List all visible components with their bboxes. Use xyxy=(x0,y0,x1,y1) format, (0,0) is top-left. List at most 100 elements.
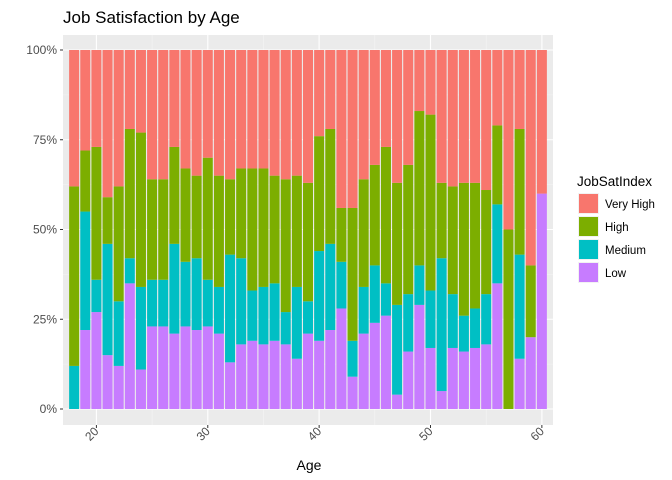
bar-segment xyxy=(113,301,124,366)
bar-segment xyxy=(336,50,347,208)
bar-segment xyxy=(425,347,436,409)
bar-segment xyxy=(158,50,169,180)
bar-segment xyxy=(525,50,536,266)
bar-segment xyxy=(113,50,124,187)
bar-segment xyxy=(213,333,224,409)
bar-segment xyxy=(202,157,213,280)
bar-segment xyxy=(147,50,158,180)
x-axis-title: Age xyxy=(297,457,322,473)
x-tick-label: 50 xyxy=(416,424,436,444)
bar-segment xyxy=(302,333,314,409)
bar-segment xyxy=(280,344,291,409)
bar-segment xyxy=(369,50,380,165)
bar-segment xyxy=(336,207,347,262)
bar-segment xyxy=(280,179,291,313)
bar-segment xyxy=(247,168,258,291)
bar-segment xyxy=(80,330,91,409)
bar-segment xyxy=(325,330,336,409)
bar-segment xyxy=(158,279,169,327)
bar-segment xyxy=(169,50,180,147)
bar-segment xyxy=(169,333,180,409)
x-axis: 20 30 40 50 60 xyxy=(82,424,547,444)
bar-segment xyxy=(314,251,325,341)
bar-segment xyxy=(514,254,525,359)
bar-segment xyxy=(436,258,447,392)
bar-segment xyxy=(369,322,380,409)
bar-segment xyxy=(135,369,146,409)
bar-segment xyxy=(225,254,236,363)
bar-segment xyxy=(492,204,503,284)
bar-segment xyxy=(369,265,380,323)
bar-segment xyxy=(113,186,124,302)
bar-segment xyxy=(347,50,358,208)
x-tick-label: 20 xyxy=(82,424,102,444)
bar-segment xyxy=(414,265,425,305)
bar-segment xyxy=(69,365,80,409)
bar-segment xyxy=(169,146,180,244)
chart-title: Job Satisfaction by Age xyxy=(63,8,240,27)
bar-segment xyxy=(425,50,436,115)
bar-segment xyxy=(169,243,180,334)
bar-segment xyxy=(325,128,336,244)
bar-segment xyxy=(481,294,492,345)
bar-segment xyxy=(392,304,403,395)
bar-segment xyxy=(158,179,169,280)
legend: JobSatIndex Very High High Medium Low xyxy=(577,174,655,283)
bars xyxy=(69,50,547,409)
bar-segment xyxy=(514,50,525,129)
bar-segment xyxy=(202,279,213,327)
legend-label: High xyxy=(605,222,629,234)
bar-segment xyxy=(425,290,436,348)
bar-segment xyxy=(147,279,158,327)
bar-segment xyxy=(447,186,458,295)
bar-segment xyxy=(458,182,469,316)
bar-segment xyxy=(492,50,503,126)
y-tick-label: 0% xyxy=(40,402,58,416)
bar-segment xyxy=(470,347,481,409)
bar-segment xyxy=(158,326,169,409)
bar-segment xyxy=(458,315,469,352)
bar-segment xyxy=(325,243,336,331)
bar-segment xyxy=(403,294,414,352)
bar-segment xyxy=(514,358,525,409)
bar-segment xyxy=(470,182,481,309)
bar-segment xyxy=(247,340,258,409)
bar-segment xyxy=(447,50,458,187)
bar-segment xyxy=(436,182,447,259)
bar-segment xyxy=(458,351,469,409)
bar-segment xyxy=(80,211,91,331)
bar-segment xyxy=(380,50,391,147)
bar-segment xyxy=(470,308,481,348)
bar-segment xyxy=(291,286,302,359)
bar-segment xyxy=(447,294,458,348)
bar-segment xyxy=(102,243,113,356)
bar-segment xyxy=(369,164,380,266)
bar-segment xyxy=(481,190,492,295)
bar-segment xyxy=(191,175,202,259)
bar-segment xyxy=(191,330,202,409)
bar-segment xyxy=(258,344,269,409)
y-tick-label: 75% xyxy=(33,133,57,147)
bar-segment xyxy=(403,351,414,409)
bar-segment xyxy=(147,179,158,280)
bar-segment xyxy=(247,50,258,169)
bar-segment xyxy=(247,290,258,341)
bar-segment xyxy=(325,50,336,129)
bar-segment xyxy=(191,50,202,176)
bar-segment xyxy=(69,50,80,187)
legend-label: Medium xyxy=(605,245,646,257)
bar-segment xyxy=(392,50,403,183)
bar-segment xyxy=(91,50,102,147)
bar-segment xyxy=(147,326,158,409)
bar-segment xyxy=(236,50,247,169)
bar-segment xyxy=(180,168,191,262)
bar-segment xyxy=(414,111,425,266)
bar-segment xyxy=(503,229,514,409)
bar-segment xyxy=(358,179,369,287)
bar-segment xyxy=(358,50,369,180)
bar-segment xyxy=(135,132,146,287)
bar-segment xyxy=(80,50,91,151)
y-tick-label: 50% xyxy=(33,223,57,237)
bar-segment xyxy=(436,50,447,183)
